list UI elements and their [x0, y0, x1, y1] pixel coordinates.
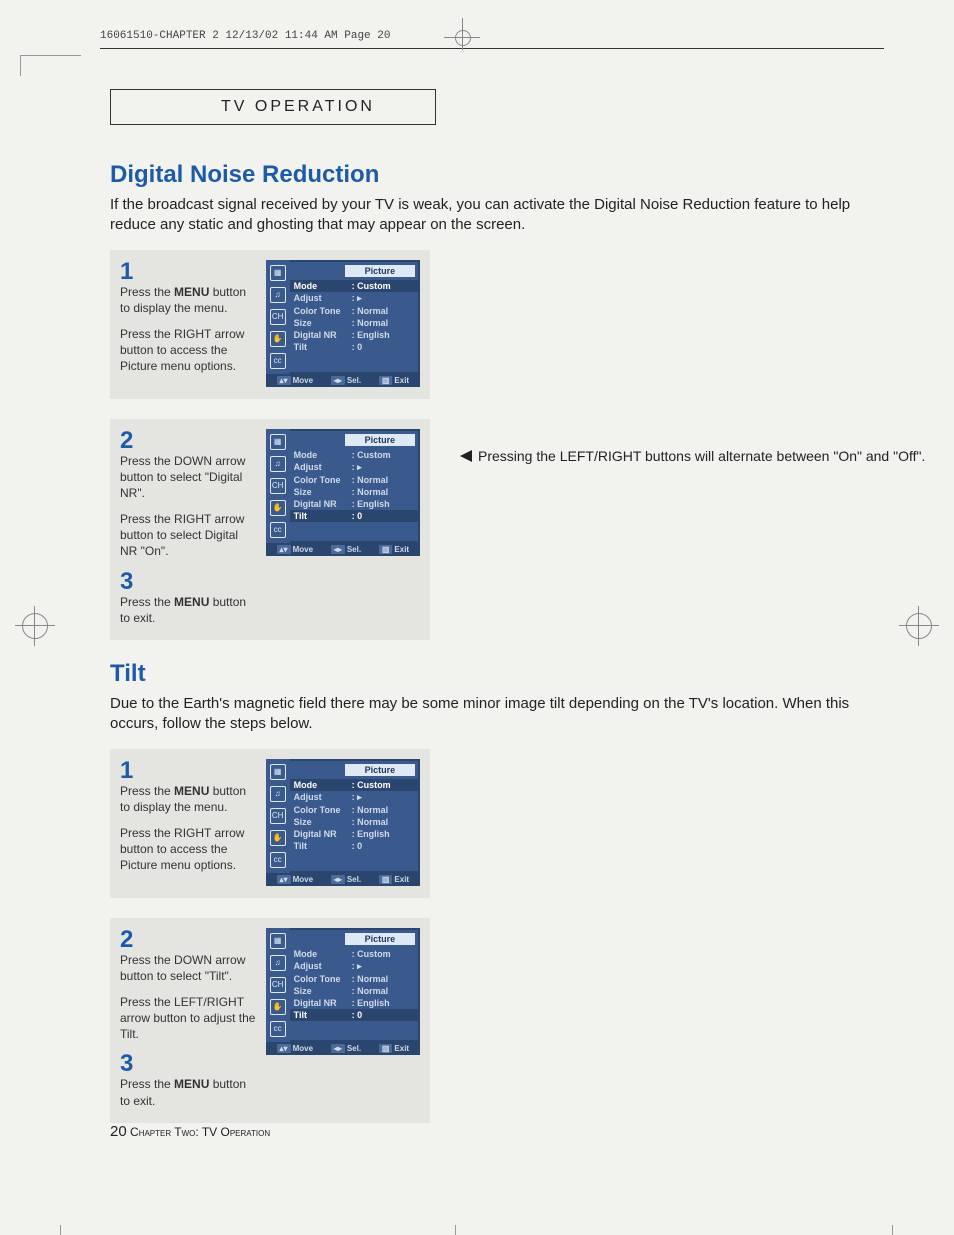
header-rule	[100, 48, 884, 49]
osd-row: Adjust▸	[290, 461, 418, 474]
crop-mark	[892, 1225, 894, 1235]
osd-row: Tilt 0	[290, 510, 418, 522]
osd-row: Color ToneNormal	[290, 973, 418, 985]
section-intro-dnr: If the broadcast signal received by your…	[110, 195, 884, 236]
note-text: Pressing the LEFT/RIGHT buttons will alt…	[478, 448, 925, 464]
step-text: Press the DOWN arrow button to select "D…	[120, 453, 256, 502]
page-number: 20	[110, 1123, 127, 1140]
footer-text: Chapter Two: TV Operation	[130, 1125, 270, 1139]
left-arrow-icon	[460, 450, 472, 462]
osd-category-icon: cc	[270, 1021, 286, 1037]
page-footer: 20 Chapter Two: TV Operation	[110, 1123, 270, 1140]
osd-category-icon: ♫	[270, 456, 286, 472]
osd-row: Tilt 0	[290, 341, 418, 353]
osd-title: Picture	[345, 434, 415, 446]
step-text: Press the MENU button to display the men…	[120, 783, 256, 815]
step-number: 1	[120, 759, 256, 783]
register-mark-left	[22, 613, 48, 639]
osd-row: Color ToneNormal	[290, 305, 418, 317]
osd-row: Adjust▸	[290, 791, 418, 804]
step-text: Press the MENU button to exit.	[120, 1076, 256, 1108]
osd-row: ModeCustom	[290, 449, 418, 461]
osd-footer: ▴▾Move◂▸Sel.▥Exit	[266, 1042, 420, 1055]
osd-row: Color ToneNormal	[290, 804, 418, 816]
osd-row: Tilt 0	[290, 1009, 418, 1021]
osd-screenshot: ▦ ♫ CH ✋ cc Picture ModeCustomAdjust▸Color Ton…	[266, 429, 420, 627]
osd-row: SizeNormal	[290, 486, 418, 498]
chapter-tab: TV OPERATION	[110, 89, 436, 125]
step-number: 1	[120, 260, 256, 284]
crop-mark	[20, 55, 81, 76]
osd-title: Picture	[345, 764, 415, 776]
osd-row: Adjust▸	[290, 960, 418, 973]
step-text: Press the DOWN arrow button to select "T…	[120, 952, 256, 984]
step-text: Press the MENU button to display the men…	[120, 284, 256, 316]
osd-category-icon: ✋	[270, 500, 286, 516]
chapter-tab-label: TV OPERATION	[221, 98, 375, 115]
manual-page: 16061510-CHAPTER 2 12/13/02 11:44 AM Pag…	[0, 0, 954, 1235]
osd-row: SizeNormal	[290, 317, 418, 329]
osd-row: SizeNormal	[290, 816, 418, 828]
osd-screenshot: ▦ ♫ CH ✋ cc Picture ModeCustomAdjust▸Color Ton…	[266, 759, 420, 886]
section-intro-tilt: Due to the Earth's magnetic field there …	[110, 694, 884, 735]
register-mark-top	[450, 18, 474, 42]
osd-row: Color ToneNormal	[290, 474, 418, 486]
register-mark-right	[906, 613, 932, 639]
osd-category-icon: ♫	[270, 287, 286, 303]
step-number: 3	[120, 1052, 256, 1076]
osd-screenshot: ▦ ♫ CH ✋ cc Picture ModeCustomAdjust▸Color Ton…	[266, 260, 420, 387]
osd-row: Digital NREnglish	[290, 498, 418, 510]
osd-category-icon: CH	[270, 808, 286, 824]
osd-row: Tilt 0	[290, 840, 418, 852]
osd-row: Adjust▸	[290, 292, 418, 305]
osd-category-icon: ♫	[270, 786, 286, 802]
osd-category-icon: ▦	[270, 434, 286, 450]
osd-category-icon: ▦	[270, 764, 286, 780]
osd-footer: ▴▾Move◂▸Sel.▥Exit	[266, 873, 420, 886]
step-block-1: 1 Press the MENU button to display the m…	[110, 250, 430, 399]
step-number: 2	[120, 429, 256, 453]
crop-mark	[455, 1225, 457, 1235]
crop-mark	[60, 1225, 62, 1235]
osd-category-icon: ✋	[270, 331, 286, 347]
osd-footer: ▴▾Move◂▸Sel.▥Exit	[266, 374, 420, 387]
step-text: Press the RIGHT arrow button to access t…	[120, 326, 256, 375]
step-text: Press the RIGHT arrow button to access t…	[120, 825, 256, 874]
osd-row: ModeCustom	[290, 948, 418, 960]
section-title-tilt: Tilt	[110, 660, 884, 688]
side-note: Pressing the LEFT/RIGHT buttons will alt…	[460, 447, 925, 467]
osd-category-icon: ✋	[270, 830, 286, 846]
osd-row: Digital NREnglish	[290, 329, 418, 341]
osd-row: Digital NREnglish	[290, 997, 418, 1009]
osd-title: Picture	[345, 933, 415, 945]
step-text: Press the MENU button to exit.	[120, 594, 256, 626]
osd-category-icon: ▦	[270, 265, 286, 281]
section-title-dnr: Digital Noise Reduction	[110, 161, 884, 189]
step-text: Press the RIGHT arrow button to select D…	[120, 511, 256, 560]
osd-category-icon: CH	[270, 478, 286, 494]
osd-row: Digital NREnglish	[290, 828, 418, 840]
osd-category-icon: cc	[270, 353, 286, 369]
osd-title: Picture	[345, 265, 415, 277]
osd-category-icon: ▦	[270, 933, 286, 949]
step-block-4: 2 Press the DOWN arrow button to select …	[110, 918, 430, 1123]
osd-category-icon: CH	[270, 977, 286, 993]
step-number: 3	[120, 570, 256, 594]
osd-row: ModeCustom	[290, 280, 418, 292]
step-block-2: 2 Press the DOWN arrow button to select …	[110, 419, 430, 641]
header-slug: 16061510-CHAPTER 2 12/13/02 11:44 AM Pag…	[100, 30, 884, 42]
osd-category-icon: CH	[270, 309, 286, 325]
osd-row: ModeCustom	[290, 779, 418, 791]
osd-category-icon: cc	[270, 852, 286, 868]
osd-category-icon: ♫	[270, 955, 286, 971]
step-number: 2	[120, 928, 256, 952]
osd-row: SizeNormal	[290, 985, 418, 997]
step-block-3: 1 Press the MENU button to display the m…	[110, 749, 430, 898]
osd-category-icon: cc	[270, 522, 286, 538]
osd-footer: ▴▾Move◂▸Sel.▥Exit	[266, 543, 420, 556]
osd-screenshot: ▦ ♫ CH ✋ cc Picture ModeCustomAdjust▸Color Ton…	[266, 928, 420, 1109]
step-text: Press the LEFT/RIGHT arrow button to adj…	[120, 994, 256, 1043]
osd-category-icon: ✋	[270, 999, 286, 1015]
